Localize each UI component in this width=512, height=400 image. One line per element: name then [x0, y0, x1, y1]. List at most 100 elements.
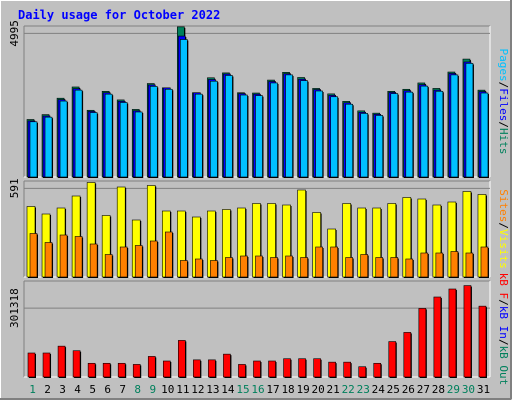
x-tick-label-3: 3 — [59, 383, 66, 396]
pages-bar-10 — [164, 88, 173, 178]
x-tick-label-8: 8 — [134, 383, 141, 396]
x-tick-label-16: 16 — [251, 383, 264, 396]
sites-bar-29 — [450, 251, 459, 278]
pages-bar-8 — [134, 111, 143, 178]
x-tick-label-11: 11 — [176, 383, 189, 396]
x-tick-label-22: 22 — [342, 383, 355, 396]
kbf-bar-19 — [298, 358, 306, 378]
pages-bar-28 — [435, 90, 444, 178]
panel-1-ytick-label: 4995 — [8, 20, 21, 47]
kbf-bar-11 — [178, 340, 186, 378]
sites-bar-12 — [195, 258, 203, 278]
kbf-bar-20 — [313, 358, 321, 378]
panel-2-ylabel-part-0: Sites — [497, 189, 510, 222]
pages-bar-18 — [285, 74, 293, 178]
panel-2-ylabel-part-1: / — [497, 222, 510, 229]
panel-2-ylabel-part-2: Visits — [497, 229, 510, 269]
sites-bar-6 — [104, 254, 113, 278]
sites-bar-30 — [465, 252, 474, 278]
panel-1-ylabel: Pages/Files/Hits — [497, 49, 510, 155]
kbf-bar-12 — [193, 359, 201, 378]
pages-bar-1 — [29, 121, 38, 178]
panel-2-ytick-label: 591 — [8, 178, 21, 198]
pages-bar-27 — [420, 85, 429, 178]
kbf-bar-9 — [147, 356, 156, 378]
x-tick-label-5: 5 — [89, 383, 96, 396]
sites-bar-23 — [360, 254, 369, 278]
pages-bar-15 — [240, 94, 248, 178]
x-tick-label-18: 18 — [281, 383, 294, 396]
x-tick-label-12: 12 — [191, 383, 204, 396]
x-tick-label-4: 4 — [74, 383, 81, 396]
chart-title: Daily usage for October 2022 — [18, 8, 220, 22]
pages-bar-23 — [360, 113, 369, 178]
kbf-bar-25 — [388, 341, 397, 378]
kbf-bar-13 — [208, 359, 216, 378]
kbf-bar-1 — [27, 352, 36, 378]
x-tick-label-27: 27 — [417, 383, 430, 396]
x-tick-label-30: 30 — [462, 383, 475, 396]
kbf-bar-8 — [132, 364, 141, 378]
pages-bar-4 — [74, 89, 83, 178]
kbf-bar-4 — [72, 350, 81, 378]
x-tick-label-9: 9 — [149, 383, 156, 396]
sites-bar-10 — [164, 231, 173, 278]
x-tick-label-14: 14 — [221, 383, 235, 396]
panel-3-ytick-label: 301318 — [8, 288, 21, 328]
pages-bar-22 — [345, 103, 353, 178]
sites-bar-11 — [180, 260, 188, 278]
kbf-bar-15 — [238, 364, 246, 378]
pages-bar-11 — [180, 39, 188, 178]
x-tick-label-2: 2 — [44, 383, 51, 396]
x-tick-label-25: 25 — [387, 383, 400, 396]
x-tick-label-7: 7 — [119, 383, 126, 396]
sites-bar-31 — [480, 246, 489, 278]
panel-1-ylabel-part-1: / — [497, 82, 510, 89]
pages-bar-7 — [119, 102, 128, 178]
kbf-bar-18 — [283, 358, 291, 378]
pages-bar-14 — [225, 75, 233, 178]
sites-bar-20 — [315, 246, 323, 278]
sites-bar-15 — [240, 255, 248, 278]
panel-1-ylabel-part-4: Hits — [497, 128, 510, 155]
x-tick-label-28: 28 — [432, 383, 445, 396]
sites-bar-3 — [59, 234, 68, 278]
kbf-bar-28 — [433, 296, 442, 378]
pages-bar-3 — [59, 100, 68, 178]
sites-bar-7 — [119, 246, 128, 278]
kbf-bar-30 — [463, 285, 472, 378]
sites-bar-14 — [225, 257, 233, 278]
x-tick-label-15: 15 — [236, 383, 249, 396]
pages-bar-21 — [330, 96, 338, 178]
kbf-bar-21 — [328, 361, 336, 378]
pages-bar-25 — [390, 93, 399, 178]
panel-1-ylabel-part-0: Pages — [497, 49, 510, 82]
panel-1-ylabel-part-2: Files — [497, 88, 510, 121]
x-tick-label-13: 13 — [206, 383, 219, 396]
x-tick-label-19: 19 — [296, 383, 309, 396]
sites-bar-28 — [435, 252, 444, 278]
x-tick-label-10: 10 — [161, 383, 174, 396]
kbf-bar-24 — [373, 362, 382, 378]
panel-3-ylabel-part-0: kB F — [497, 273, 510, 300]
x-tick-label-20: 20 — [312, 383, 325, 396]
pages-bar-16 — [255, 95, 263, 178]
panel-2-ylabel: Sites/Visits — [497, 189, 510, 269]
sites-bar-24 — [375, 257, 384, 278]
sites-bar-21 — [330, 246, 338, 278]
pages-bar-17 — [270, 82, 278, 178]
pages-bar-20 — [315, 90, 323, 178]
sites-bar-19 — [300, 257, 308, 278]
panel-3-ylabel: kB F/kB In/kB Out — [497, 273, 510, 386]
pages-bar-29 — [450, 74, 459, 178]
pages-bar-26 — [405, 91, 414, 178]
sites-bar-18 — [285, 255, 293, 278]
kbf-bar-22 — [343, 361, 351, 378]
sites-bar-1 — [29, 233, 38, 278]
x-tick-label-31: 31 — [477, 383, 490, 396]
kbf-bar-2 — [42, 352, 51, 378]
x-tick-label-21: 21 — [327, 383, 340, 396]
kbf-bar-16 — [253, 360, 261, 378]
pages-bar-19 — [300, 80, 308, 178]
pages-bar-5 — [89, 112, 98, 178]
